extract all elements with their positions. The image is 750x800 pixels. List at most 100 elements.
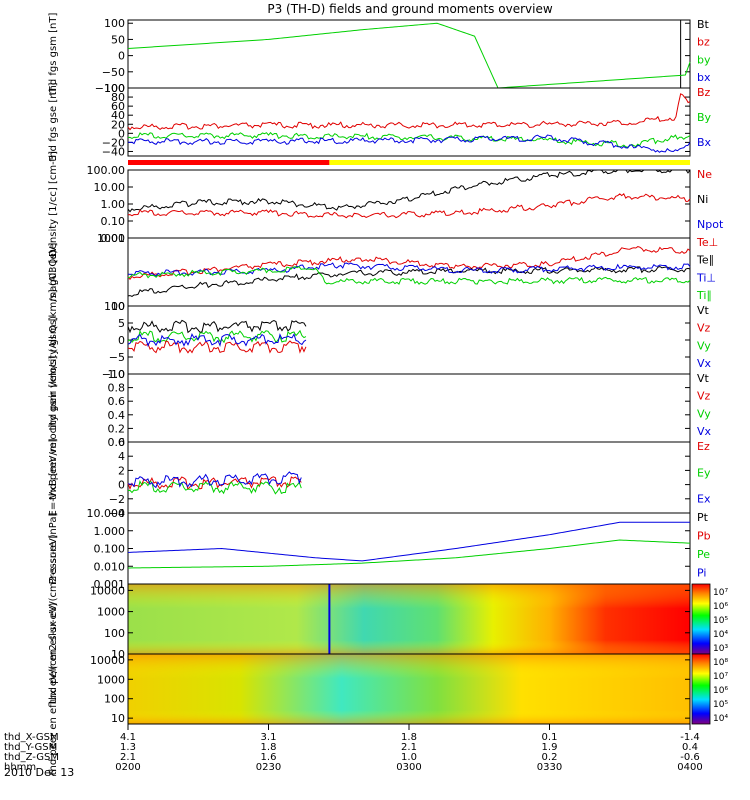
x-tick-label: 0400 <box>677 762 702 773</box>
y-tick-label: −50 <box>102 66 125 79</box>
colorbar-label: 10⁶ <box>713 686 728 696</box>
colorbar-label: 10³ <box>713 644 728 654</box>
y-tick-label: −10 <box>102 368 125 381</box>
y-tick-label: 10.000 <box>87 507 126 520</box>
panel-8: 10.000 1.000 0.100 0.010 0.001 Pressure [nPa]… <box>48 507 711 591</box>
y-axis-label: thd peer en eflux eV/(cm2-s-sr-eV) <box>48 603 59 776</box>
y-tick-label: 1000 <box>97 673 125 686</box>
y-tick-label: 10 <box>111 648 125 661</box>
series-ex <box>127 471 302 489</box>
legend-entry: Bx <box>697 136 712 149</box>
y-axis-label: thd peir en eflux eV/(cm2-s-sr-eV) <box>48 534 59 703</box>
colorbar-label: 10⁴ <box>713 714 728 724</box>
panel-frame <box>127 19 691 89</box>
y-axis-label: Pressure [nPa] <box>48 513 59 585</box>
x-tick-label: 0.1 <box>542 732 558 743</box>
y-tick-label: 100 <box>104 300 125 313</box>
y-tick-label: 1.000 <box>94 525 126 538</box>
series-bz <box>127 93 691 131</box>
y-axis-label: thd peer velocity gsm [km/s] (All Qs) <box>48 316 59 500</box>
series-ne <box>127 192 691 219</box>
legend-entry: By <box>697 111 712 124</box>
x-tick-label: 1.0 <box>401 752 417 763</box>
y-tick-label: 20 <box>111 118 125 131</box>
date-label: 2010 Dec 13 <box>4 766 74 779</box>
y-tick-label: 2 <box>118 464 125 477</box>
y-axis-label: Density [1/cc] [cm-3] <box>48 151 59 257</box>
figure-title: P3 (TH-D) fields and ground moments over… <box>267 2 552 16</box>
panel-frame <box>127 305 691 375</box>
legend-entry: Te⊥ <box>696 236 718 249</box>
x-tick-label: 4.1 <box>120 732 136 743</box>
legend-entry: bz <box>697 36 710 49</box>
x-tick-label: 2.1 <box>401 742 417 753</box>
y-tick-label: 10.00 <box>94 181 126 194</box>
y-tick-label: 0 <box>118 50 125 63</box>
x-row-label: hhmm <box>4 762 36 773</box>
colorbar <box>691 653 711 725</box>
legend-entry: Ex <box>697 493 711 506</box>
panel-frame <box>127 441 691 514</box>
y-tick-label: 80 <box>111 91 125 104</box>
y-tick-label: 1.0 <box>108 368 126 381</box>
y-tick-label: 0.01 <box>101 232 126 245</box>
x-tick-label: 1.3 <box>120 742 136 753</box>
y-tick-label: 0.10 <box>101 215 126 228</box>
x-row-label: thd_Z-GSM <box>4 752 59 763</box>
panel-3: 100.00 10.00 1.00 0.10 0.01 Density [1/cc] [c… <box>48 151 724 257</box>
mode-bar-red <box>128 160 330 165</box>
x-tick-label: -0.6 <box>680 752 700 763</box>
y-tick-label: −20 <box>102 136 125 149</box>
y-tick-label: 0.010 <box>94 560 126 573</box>
legend-entry: Pe <box>697 548 710 561</box>
panel-1: 100 50 0 −50 −100 thd fgs gsm [nT] Bt bz by bx <box>48 13 711 96</box>
series-ni <box>127 169 691 213</box>
colorbar-label: 10⁸ <box>713 658 728 668</box>
legend-entry: Vx <box>697 425 712 438</box>
y-tick-label: 1000 <box>97 232 125 245</box>
legend-entry: Vz <box>697 390 711 403</box>
mode-bar-yellow <box>329 160 690 165</box>
legend-entry: Vt <box>697 372 710 385</box>
x-tick-label: 0200 <box>115 762 140 773</box>
y-tick-label: 60 <box>111 100 125 113</box>
panel-7: 642 0−2−4 E=-VxB [mV/m] Ez Ey Ex <box>48 436 711 520</box>
colorbar <box>691 583 711 655</box>
y-tick-label: 10000 <box>90 584 125 597</box>
spectrogram-shading <box>128 584 690 654</box>
y-tick-label: 5 <box>118 317 125 330</box>
y-tick-label: 1.00 <box>101 198 126 211</box>
legend-entry: Ti⊥ <box>696 271 716 284</box>
series-by <box>127 131 691 148</box>
y-tick-label: 100 <box>104 17 125 30</box>
y-tick-label: 40 <box>111 109 125 122</box>
legend-entry: Vy <box>697 407 711 420</box>
legend-entry: Vy <box>697 339 711 352</box>
legend-entry: Ti∥ <box>696 289 712 302</box>
legend-entry: Te∥ <box>696 254 714 267</box>
colorbar-label: 10⁵ <box>713 700 728 710</box>
panel-frame <box>127 87 691 157</box>
y-tick-label: 100 <box>104 627 125 640</box>
y-tick-label: 0 <box>118 127 125 140</box>
x-tick-label: 2.1 <box>120 752 136 763</box>
y-tick-label: 4 <box>118 450 125 463</box>
y-tick-label: 0.8 <box>108 382 126 395</box>
y-tick-label: 100.00 <box>87 164 126 177</box>
y-tick-label: 0 <box>118 334 125 347</box>
x-tick-label: 1.6 <box>261 752 277 763</box>
x-tick-label: 0.4 <box>682 742 698 753</box>
y-tick-label: 0.4 <box>108 409 126 422</box>
series-te- <box>127 265 691 297</box>
y-axis-label: thd peir velocity gsm [km/s] (All Qs) <box>48 250 59 431</box>
panel-9: 10⁷ 10⁶ 10⁵ 10⁴ 10³ 10000 1000 100 10 thd peir en… <box>48 534 728 703</box>
legend-entry: Vx <box>697 357 712 370</box>
y-axis-label: thd fgs gsm [nT] <box>48 13 59 96</box>
spectrogram-shading <box>128 654 690 724</box>
legend-entry: Pi <box>697 567 706 580</box>
x-tick-label: 3.1 <box>261 732 277 743</box>
y-tick-label: 50 <box>111 33 125 46</box>
legend-entry: Pt <box>697 511 709 524</box>
